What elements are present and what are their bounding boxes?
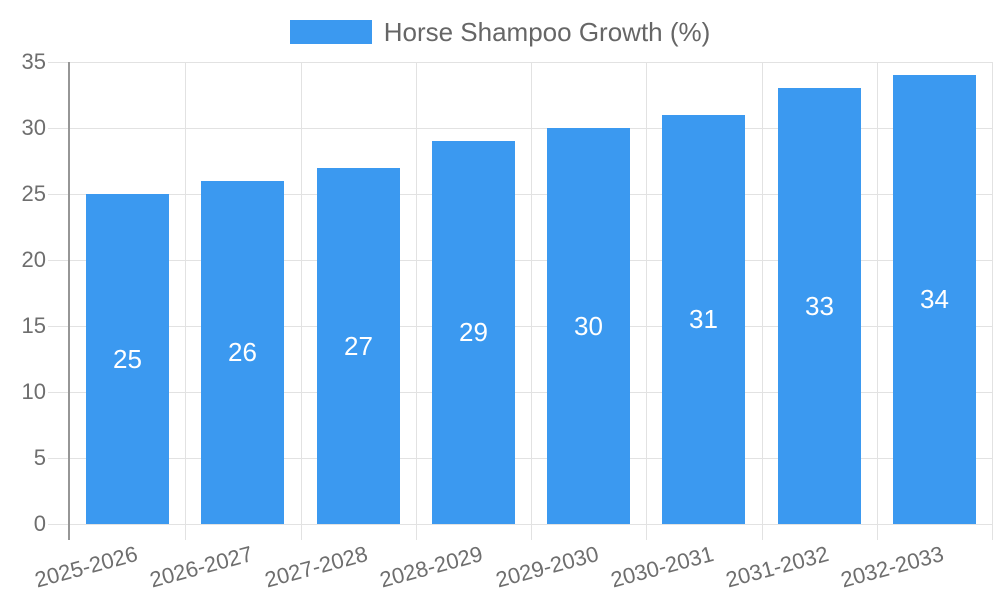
bar[interactable]: 26 — [201, 181, 284, 524]
gridline-y — [48, 326, 992, 327]
gridline-x — [531, 62, 532, 540]
y-axis-line — [68, 62, 70, 540]
bar-value-label: 30 — [574, 310, 603, 341]
bar[interactable]: 34 — [893, 75, 976, 524]
bar[interactable]: 25 — [86, 194, 169, 524]
gridline-y — [48, 194, 992, 195]
bar-value-label: 31 — [689, 304, 718, 334]
bar[interactable]: 33 — [778, 88, 861, 524]
bar-value-label: 27 — [344, 330, 373, 361]
gridline-x — [762, 62, 763, 540]
gridline-y — [48, 392, 992, 393]
bar[interactable]: 27 — [317, 168, 400, 524]
y-tick-label: 20 — [21, 247, 46, 272]
gridline-x — [877, 62, 878, 540]
bar-value-label: 26 — [228, 337, 257, 367]
gridline-y — [48, 524, 992, 525]
y-tick-label: 30 — [21, 115, 46, 140]
gridline-x — [416, 62, 417, 540]
y-tick-label: 5 — [33, 445, 46, 470]
legend-swatch-icon[interactable] — [289, 20, 372, 44]
gridline-y — [48, 62, 992, 63]
y-tick-label: 0 — [33, 511, 46, 536]
gridline-x — [185, 62, 186, 540]
bar[interactable]: 29 — [432, 141, 515, 524]
bar-value-label: 25 — [113, 343, 142, 374]
bar[interactable]: 31 — [662, 115, 745, 524]
bar-value-label: 34 — [920, 284, 949, 314]
bar-value-label: 29 — [459, 317, 488, 347]
bar-value-label: 33 — [805, 290, 834, 321]
gridline-y — [48, 260, 992, 261]
y-tick-label: 10 — [21, 379, 46, 404]
gridline-x — [992, 62, 993, 540]
gridline-y — [48, 128, 992, 129]
gridline-x — [646, 62, 647, 540]
y-tick-label: 15 — [21, 313, 46, 338]
gridline-y — [48, 458, 992, 459]
y-tick-label: 35 — [21, 49, 46, 74]
legend[interactable]: Horse Shampoo Growth (%) — [0, 17, 1000, 47]
gridline-x — [301, 62, 302, 540]
y-tick-label: 25 — [21, 181, 46, 206]
legend-label[interactable]: Horse Shampoo Growth (%) — [383, 17, 711, 47]
bar[interactable]: 30 — [547, 128, 630, 524]
